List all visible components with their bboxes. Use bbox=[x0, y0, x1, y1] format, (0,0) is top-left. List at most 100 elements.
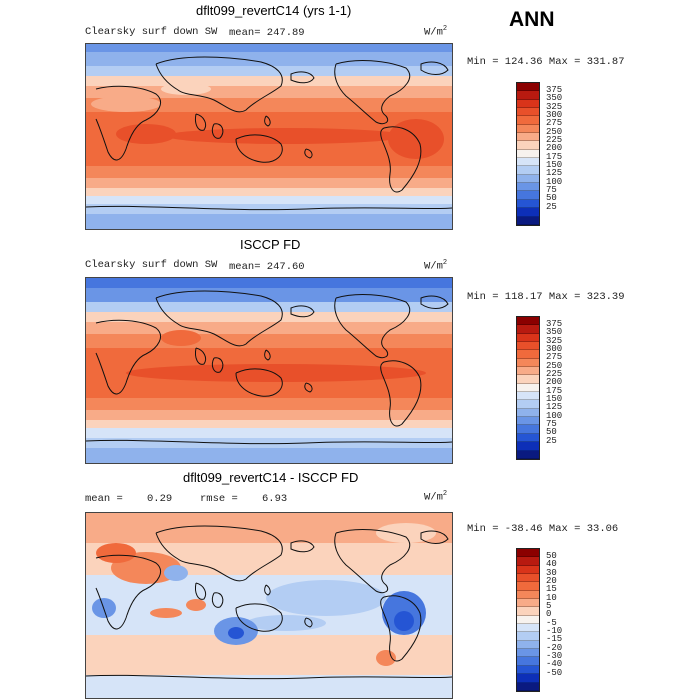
colorbar-tick-label: -30 bbox=[546, 651, 563, 662]
colorbar-swatch bbox=[517, 183, 539, 192]
colorbar-swatch bbox=[517, 99, 539, 109]
colorbar-swatch bbox=[517, 375, 539, 384]
colorbar-swatch bbox=[517, 549, 539, 558]
colorbar-tick-label: 30 bbox=[546, 567, 557, 578]
panel2-minmax: Min = 118.17 Max = 323.39 bbox=[467, 291, 625, 303]
colorbar-swatch bbox=[517, 590, 539, 600]
panel1-map bbox=[85, 43, 453, 230]
colorbar-swatch bbox=[517, 657, 539, 666]
colorbar-swatch bbox=[517, 133, 539, 142]
colorbar-swatch bbox=[517, 325, 539, 334]
colorbar-tick-label: 325 bbox=[546, 335, 563, 346]
season-label: ANN bbox=[509, 8, 555, 31]
colorbar-tick-label: 10 bbox=[546, 592, 557, 603]
panel1-mean: mean= 247.89 bbox=[229, 27, 305, 39]
colorbar-tick-label: -20 bbox=[546, 642, 563, 653]
colorbar-tick-label: 40 bbox=[546, 559, 557, 570]
panel3-minmax: Min = -38.46 Max = 33.06 bbox=[467, 523, 619, 535]
colorbar-tick-label: 275 bbox=[546, 352, 563, 363]
colorbar-tick-label: 175 bbox=[546, 385, 563, 396]
colorbar-tick-label: 125 bbox=[546, 402, 563, 413]
colorbar-tick-label: 20 bbox=[546, 575, 557, 586]
colorbar-swatch bbox=[517, 216, 539, 225]
colorbar-tick-label: 50 bbox=[546, 550, 557, 561]
colorbar-swatch bbox=[517, 624, 539, 633]
colorbar-tick-label: 250 bbox=[546, 360, 563, 371]
colorbar-swatch bbox=[517, 392, 539, 401]
colorbar-tick-label: 25 bbox=[546, 201, 557, 212]
colorbar-tick-label: -40 bbox=[546, 659, 563, 670]
panel2-mean: mean= 247.60 bbox=[229, 261, 305, 273]
colorbar-tick-label: 300 bbox=[546, 109, 563, 120]
colorbar-swatch bbox=[517, 149, 539, 159]
colorbar-tick-label: 225 bbox=[546, 368, 563, 379]
colorbar-tick-label: 5 bbox=[546, 600, 552, 611]
colorbar-swatch bbox=[517, 317, 539, 326]
colorbar-tick-label: 375 bbox=[546, 318, 563, 329]
panel1-colorbar bbox=[516, 82, 540, 226]
panel3-mean-value: 0.29 bbox=[147, 493, 173, 505]
panel1-variable: Clearsky surf down SW bbox=[85, 26, 218, 38]
colorbar-tick-label: 350 bbox=[546, 327, 563, 338]
colorbar-tick-label: 200 bbox=[546, 377, 563, 388]
colorbar-tick-label: 25 bbox=[546, 435, 557, 446]
colorbar-swatch bbox=[517, 166, 539, 175]
colorbar-tick-label: 275 bbox=[546, 118, 563, 129]
panel2-title: ISCCP FD bbox=[240, 237, 301, 252]
colorbar-swatch bbox=[517, 108, 539, 117]
colorbar-swatch bbox=[517, 582, 539, 591]
panel3-map bbox=[85, 512, 453, 699]
colorbar-tick-label: 375 bbox=[546, 84, 563, 95]
colorbar-tick-label: 100 bbox=[546, 176, 563, 187]
panel3-rmse-label: rmse = bbox=[200, 493, 238, 505]
colorbar-tick-label: -5 bbox=[546, 617, 557, 628]
panel2-map bbox=[85, 277, 453, 464]
colorbar-swatch bbox=[517, 333, 539, 343]
colorbar-swatch bbox=[517, 83, 539, 92]
colorbar-swatch bbox=[517, 649, 539, 658]
colorbar-swatch bbox=[517, 116, 539, 125]
colorbar-swatch bbox=[517, 674, 539, 683]
colorbar-swatch bbox=[517, 383, 539, 393]
panel1-minmax: Min = 124.36 Max = 331.87 bbox=[467, 56, 625, 68]
colorbar-tick-label: 200 bbox=[546, 143, 563, 154]
colorbar-swatch bbox=[517, 640, 539, 650]
colorbar-swatch bbox=[517, 442, 539, 451]
colorbar-tick-label: 150 bbox=[546, 160, 563, 171]
colorbar-swatch bbox=[517, 91, 539, 100]
colorbar-swatch bbox=[517, 565, 539, 575]
panel2-colorbar bbox=[516, 316, 540, 460]
colorbar-swatch bbox=[517, 199, 539, 209]
colorbar-tick-label: 50 bbox=[546, 427, 557, 438]
colorbar-tick-label: 75 bbox=[546, 185, 557, 196]
colorbar-swatch bbox=[517, 557, 539, 566]
colorbar-swatch bbox=[517, 408, 539, 418]
panel1-units: W/m2 bbox=[424, 25, 448, 39]
colorbar-swatch bbox=[517, 191, 539, 200]
colorbar-tick-label: -10 bbox=[546, 626, 563, 637]
colorbar-swatch bbox=[517, 124, 539, 134]
colorbar-tick-label: 300 bbox=[546, 343, 563, 354]
panel3-units: W/m2 bbox=[424, 490, 448, 504]
colorbar-tick-label: 325 bbox=[546, 101, 563, 112]
panel2-variable: Clearsky surf down SW bbox=[85, 259, 218, 271]
colorbar-tick-label: -50 bbox=[546, 667, 563, 678]
colorbar-tick-label: 15 bbox=[546, 584, 557, 595]
colorbar-swatch bbox=[517, 174, 539, 184]
colorbar-swatch bbox=[517, 358, 539, 368]
colorbar-swatch bbox=[517, 208, 539, 217]
colorbar-swatch bbox=[517, 350, 539, 359]
colorbar-tick-label: -15 bbox=[546, 634, 563, 645]
panel3-colorbar bbox=[516, 548, 540, 692]
colorbar-swatch bbox=[517, 632, 539, 641]
colorbar-swatch bbox=[517, 615, 539, 625]
colorbar-swatch bbox=[517, 141, 539, 150]
colorbar-swatch bbox=[517, 342, 539, 351]
colorbar-swatch bbox=[517, 665, 539, 675]
colorbar-swatch bbox=[517, 417, 539, 426]
colorbar-swatch bbox=[517, 425, 539, 434]
colorbar-tick-label: 125 bbox=[546, 168, 563, 179]
colorbar-swatch bbox=[517, 682, 539, 691]
panel1-title: dflt099_revertC14 (yrs 1-1) bbox=[196, 3, 352, 18]
colorbar-tick-label: 150 bbox=[546, 394, 563, 405]
